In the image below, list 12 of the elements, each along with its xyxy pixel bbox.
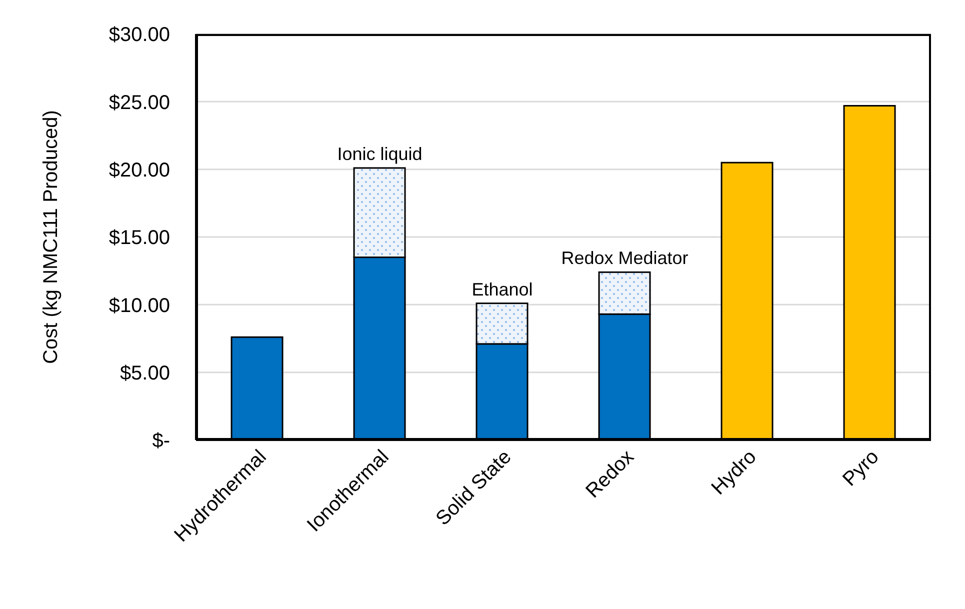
y-tick-label: $20.00 [108,159,170,182]
y-tick-label: $- [152,430,170,452]
y-tick-label: $10.00 [108,294,170,317]
y-tick-label: $25.00 [108,92,170,114]
y-tick-label: $15.00 [108,227,170,250]
y-tick-label: $5.00 [120,362,170,384]
x-tick-label: Pyro [838,446,884,491]
y-tick-label: $30.00 [108,24,170,46]
annotation: Ionic liquid [337,144,422,164]
annotation: Redox Mediator [561,248,688,268]
annotation: Ethanol [472,279,533,300]
y-axis-title: Cost (kg NMC111 Produced) [40,110,62,364]
